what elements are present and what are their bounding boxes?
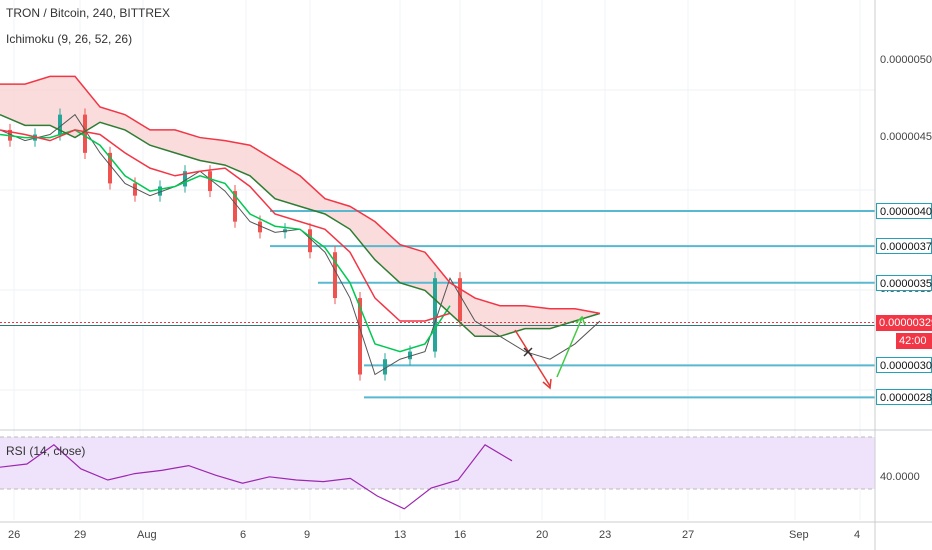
level-price-tag[interactable]: 0.00000379 xyxy=(876,238,932,255)
candle-body xyxy=(458,278,462,321)
time-tick-label: 4 xyxy=(854,529,861,541)
indicator-label[interactable]: Ichimoku (9, 26, 52, 26) xyxy=(6,32,133,46)
ichimoku-lines xyxy=(0,75,601,376)
candle-body xyxy=(108,152,112,184)
candle-body xyxy=(358,298,362,375)
cross-mark xyxy=(523,347,533,357)
level-price-tag[interactable]: 0.00000355 xyxy=(876,274,932,291)
time-tick-label: 9 xyxy=(304,529,311,541)
candle-body xyxy=(58,114,62,135)
candle-body xyxy=(408,351,412,360)
time-tick-label: 23 xyxy=(599,529,612,541)
candle-body xyxy=(183,171,187,187)
candle-body xyxy=(158,186,162,196)
time-tick-label: 6 xyxy=(240,529,247,541)
symbol-title: TRON / Bitcoin, 240, BITTREX xyxy=(6,6,171,20)
arrow-down-red xyxy=(514,329,551,387)
time-tick-label: 16 xyxy=(454,529,467,541)
horizontal-levels xyxy=(0,209,875,399)
candle-body xyxy=(133,183,137,196)
time-tick-label: Sep xyxy=(789,529,809,541)
time-tick-label: Aug xyxy=(137,529,157,541)
arrowhead-green xyxy=(575,315,586,326)
time-tick-label: 26 xyxy=(8,529,21,541)
arrowhead-red xyxy=(542,378,552,390)
series-kijun xyxy=(0,129,451,322)
rsi-band xyxy=(0,437,875,489)
candle-countdown: 42:00 xyxy=(896,332,932,349)
time-tick-label: 13 xyxy=(394,529,407,541)
rsi-label[interactable]: RSI (14, close) xyxy=(6,444,86,458)
level-price-tag[interactable]: 0.00000301 xyxy=(876,357,932,374)
time-tick-label: 20 xyxy=(536,529,549,541)
arrow-up-green xyxy=(556,317,583,378)
rsi-line xyxy=(0,444,513,510)
current-price-tag: 0.00000329 xyxy=(876,314,932,331)
candle-body xyxy=(258,221,262,233)
candle-body xyxy=(433,278,437,352)
level-price-tag[interactable]: 0.00000402 xyxy=(876,202,932,219)
candle-body xyxy=(308,229,312,253)
candle-body xyxy=(383,359,387,375)
candle-body xyxy=(333,252,337,299)
rsi-level-label: 40.0000 xyxy=(880,471,920,483)
rsi-pane xyxy=(0,429,932,510)
series-senkou_a xyxy=(0,113,601,338)
candle-body xyxy=(208,171,212,192)
series-senkou_b xyxy=(0,75,601,315)
candle-body xyxy=(83,114,87,153)
series-price xyxy=(0,113,601,376)
candle-body xyxy=(233,191,237,222)
time-tick-label: 27 xyxy=(682,529,695,541)
drawn-arrows xyxy=(514,315,586,390)
time-tick-label: 29 xyxy=(74,529,87,541)
